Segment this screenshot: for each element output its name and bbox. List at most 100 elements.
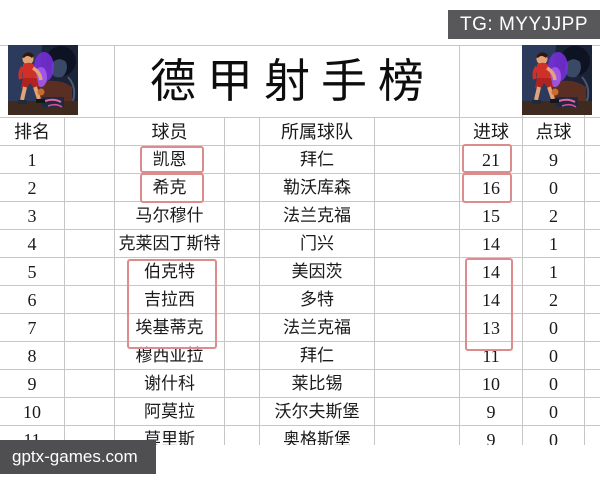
- goals-cell: 10: [460, 370, 523, 398]
- col-header-penalties: 点球: [523, 118, 585, 146]
- penalties-cell: 1: [523, 230, 585, 258]
- penalties-cell: 2: [523, 286, 585, 314]
- row-spacer: [375, 230, 460, 258]
- rank-cell: 2: [0, 174, 65, 202]
- row-edge: [585, 314, 600, 342]
- row-spacer: [225, 370, 260, 398]
- player-artwork-left-icon: [8, 45, 78, 115]
- row-spacer: [65, 398, 115, 426]
- rank-cell: 6: [0, 286, 65, 314]
- row-spacer: [375, 426, 460, 445]
- header-spacer: [375, 118, 460, 146]
- col-header-player: 球员: [115, 118, 225, 146]
- goals-cell: 11: [460, 342, 523, 370]
- row-edge: [585, 426, 600, 445]
- row-edge: [585, 202, 600, 230]
- rank-cell: 7: [0, 314, 65, 342]
- col-header-team: 所属球队: [260, 118, 375, 146]
- row-spacer: [375, 258, 460, 286]
- row-edge: [585, 230, 600, 258]
- row-spacer: [225, 398, 260, 426]
- row-spacer: [225, 174, 260, 202]
- row-edge: [585, 286, 600, 314]
- header-spacer: [225, 118, 260, 146]
- player-cell: 莫里斯: [115, 426, 225, 445]
- player-cell: 希克: [115, 174, 225, 202]
- row-spacer: [65, 146, 115, 174]
- team-cell: 莱比锡: [260, 370, 375, 398]
- page-title: 德甲射手榜: [115, 46, 460, 118]
- row-edge: [585, 398, 600, 426]
- goals-cell: 9: [460, 398, 523, 426]
- goals-cell: 16: [460, 174, 523, 202]
- penalties-cell: 0: [523, 174, 585, 202]
- row-spacer: [375, 370, 460, 398]
- penalties-cell: 0: [523, 314, 585, 342]
- team-cell: 拜仁: [260, 342, 375, 370]
- title-row-edge-cell: [585, 46, 600, 118]
- table-grid: 德甲射手榜 排名 球员 所属球队 进球 点球 1 凯恩 拜仁 21 9 2 希克…: [0, 45, 600, 445]
- penalties-cell: 1: [523, 258, 585, 286]
- watermark: gptx-games.com: [0, 440, 156, 474]
- penalties-cell: 0: [523, 342, 585, 370]
- row-spacer: [375, 342, 460, 370]
- row-spacer: [225, 342, 260, 370]
- row-spacer: [225, 202, 260, 230]
- title-row-left-cell: [0, 46, 115, 118]
- player-cell: 伯克特: [115, 258, 225, 286]
- player-cell: 吉拉西: [115, 286, 225, 314]
- rank-cell: 10: [0, 398, 65, 426]
- player-cell: 谢什科: [115, 370, 225, 398]
- team-cell: 奥格斯堡: [260, 426, 375, 445]
- team-cell: 沃尔夫斯堡: [260, 398, 375, 426]
- title-row-spacer-cell: [460, 46, 523, 118]
- rank-cell: 8: [0, 342, 65, 370]
- col-header-goals: 进球: [460, 118, 523, 146]
- row-edge: [585, 342, 600, 370]
- row-spacer: [65, 426, 115, 445]
- row-spacer: [225, 426, 260, 445]
- row-spacer: [225, 230, 260, 258]
- penalties-cell: 2: [523, 202, 585, 230]
- row-spacer: [65, 174, 115, 202]
- goals-cell: 15: [460, 202, 523, 230]
- row-edge: [585, 370, 600, 398]
- goals-cell: 13: [460, 314, 523, 342]
- row-spacer: [375, 398, 460, 426]
- penalties-cell: 0: [523, 426, 585, 445]
- goals-cell: 14: [460, 230, 523, 258]
- goals-cell: 21: [460, 146, 523, 174]
- row-spacer: [65, 342, 115, 370]
- row-spacer: [375, 314, 460, 342]
- goals-cell: 9: [460, 426, 523, 445]
- team-cell: 勒沃库森: [260, 174, 375, 202]
- header-spacer: [65, 118, 115, 146]
- penalties-cell: 9: [523, 146, 585, 174]
- telegram-badge: TG: MYYJJPP: [448, 10, 600, 39]
- row-spacer: [225, 146, 260, 174]
- team-cell: 门兴: [260, 230, 375, 258]
- row-spacer: [225, 286, 260, 314]
- player-cell: 克莱因丁斯特: [115, 230, 225, 258]
- row-spacer: [65, 370, 115, 398]
- row-edge: [585, 146, 600, 174]
- row-spacer: [375, 146, 460, 174]
- rank-cell: 3: [0, 202, 65, 230]
- header-edge: [585, 118, 600, 146]
- row-spacer: [65, 258, 115, 286]
- row-spacer: [65, 286, 115, 314]
- rank-cell: 1: [0, 146, 65, 174]
- row-spacer: [375, 174, 460, 202]
- team-cell: 美因茨: [260, 258, 375, 286]
- row-spacer: [375, 286, 460, 314]
- rank-cell: 4: [0, 230, 65, 258]
- row-edge: [585, 174, 600, 202]
- rank-cell: 9: [0, 370, 65, 398]
- player-artwork-right-icon: [522, 45, 592, 115]
- table-area: 德甲射手榜 排名 球员 所属球队 进球 点球 1 凯恩 拜仁 21 9 2 希克…: [0, 45, 600, 445]
- row-spacer: [225, 258, 260, 286]
- goals-cell: 14: [460, 258, 523, 286]
- player-cell: 阿莫拉: [115, 398, 225, 426]
- row-edge: [585, 258, 600, 286]
